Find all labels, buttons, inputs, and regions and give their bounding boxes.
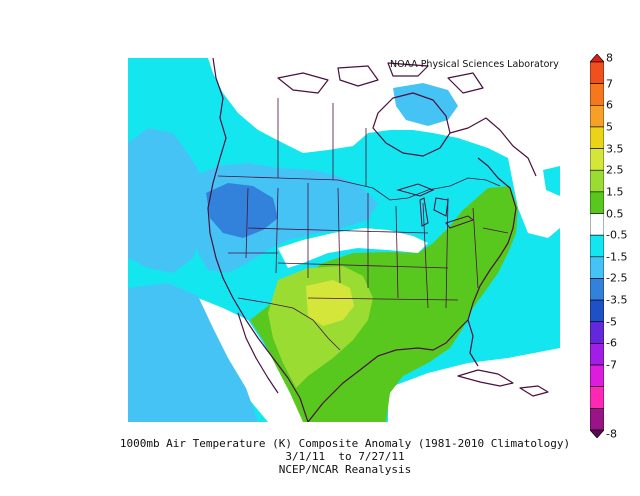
- hispaniola-line: [519, 385, 549, 397]
- color-bar-arrow-bottom: [590, 429, 604, 438]
- fill-white-central-band: [278, 228, 428, 268]
- color-bar-tick-label: 8: [606, 51, 613, 65]
- east-coast-line: [467, 157, 517, 321]
- color-bar-swatch: [590, 321, 604, 344]
- arctic-islands: [277, 62, 484, 94]
- baja-line: [237, 312, 279, 394]
- fill-cyan-ne: [543, 166, 560, 196]
- color-bar-tick-label: 1.5: [606, 185, 624, 199]
- lake-michigan: [419, 197, 429, 227]
- color-bar-swatch: [590, 234, 604, 258]
- map-canvas: [128, 58, 560, 422]
- great-lakes: [396, 183, 475, 229]
- color-bar-swatch: [590, 83, 604, 106]
- color-bar-swatch: [590, 299, 604, 323]
- color-bar: [590, 54, 604, 438]
- color-bar-swatch: [590, 278, 604, 301]
- lake-huron: [433, 197, 449, 217]
- color-bar-swatch: [590, 126, 604, 149]
- caption: 1000mb Air Temperature (K) Composite Ano…: [0, 437, 640, 476]
- color-bar-tick-label: -5: [606, 315, 617, 329]
- color-bar-swatch: [590, 169, 604, 193]
- canada-province-lines: [277, 98, 367, 186]
- color-bar-tick-label: 6: [606, 98, 613, 112]
- color-bar-tick-label: 5: [606, 120, 613, 134]
- color-bar-tick-label: -0.5: [606, 228, 628, 242]
- anomaly-map: [128, 58, 560, 422]
- caption-title: 1000mb Air Temperature (K) Composite Ano…: [119, 437, 571, 450]
- us-mexico-border: [237, 297, 341, 351]
- color-bar-tick-label: -2.5: [606, 271, 628, 285]
- hudson-bay-line: [372, 92, 451, 157]
- us-canada-border: [217, 175, 501, 201]
- lab-label: NOAA Physical Sciences Laboratory: [390, 59, 559, 70]
- color-bar-swatch: [590, 191, 604, 214]
- caption-dates: 3/1/11 to 7/27/11: [285, 450, 405, 463]
- color-bar-tick-label: 0.5: [606, 207, 624, 221]
- coastlines: [207, 58, 549, 422]
- color-bar-swatch: [590, 408, 604, 431]
- color-bar-tick-label: 7: [606, 77, 613, 91]
- fill-blue-sw-mexico: [128, 283, 258, 422]
- color-bar-swatch: [590, 256, 604, 279]
- fill-white-gulf-carib: [388, 348, 560, 422]
- lake-erie-ontario: [445, 215, 475, 229]
- cuba-line: [457, 369, 514, 387]
- color-bar-ticks: 8 7 6 5 3.5 2.5 1.5 0.5 -0.5 -1.5 -2.5 -3.5 -5 -6 -7 -8: [606, 51, 640, 441]
- caption-source: NCEP/NCAR Reanalysis: [278, 463, 412, 476]
- color-bar-tick-label: -8: [606, 427, 617, 441]
- lake-superior: [396, 183, 435, 197]
- color-bar-tick-label: -1.5: [606, 250, 628, 264]
- labrador-line: [449, 117, 537, 177]
- color-bar-tick-label: 2.5: [606, 163, 624, 177]
- political-borders: [217, 98, 509, 351]
- color-bar-arrow-top: [590, 54, 604, 63]
- color-bar-swatch: [590, 61, 604, 84]
- color-bar-tick-label: -7: [606, 358, 617, 372]
- west-coast-line: [207, 58, 309, 422]
- color-bar-tick-label: 3.5: [606, 142, 624, 156]
- color-bar-swatch: [590, 148, 604, 171]
- color-bar-swatch: [590, 343, 604, 366]
- color-bar-tick-label: -3.5: [606, 293, 628, 307]
- state-lines: [228, 183, 509, 309]
- color-bar-swatch: [590, 386, 604, 409]
- color-bar-swatch: [590, 104, 604, 128]
- gulf-coast-line: [307, 319, 479, 422]
- color-bar-swatch: [590, 213, 604, 236]
- color-bar-tick-label: -6: [606, 336, 617, 350]
- fill-darkblue-nw: [206, 183, 278, 238]
- fill-yellowgreen-core: [306, 280, 354, 326]
- color-bar-swatch: [590, 364, 604, 388]
- fill-blue-pacific: [128, 128, 208, 273]
- fill-white-north: [208, 58, 560, 208]
